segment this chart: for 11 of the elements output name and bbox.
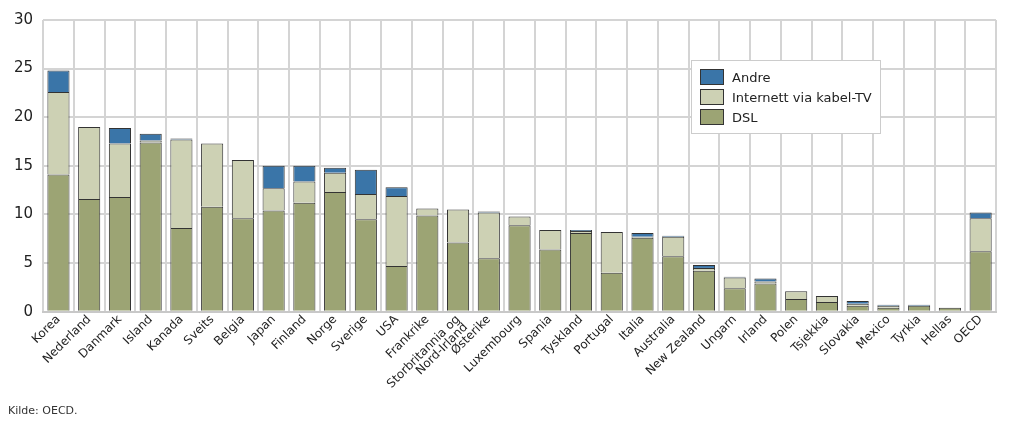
y-tick-label: 20 xyxy=(13,107,34,126)
legend-label: Andre xyxy=(732,69,771,85)
legend-label: Internett via kabel-TV xyxy=(732,89,872,105)
text: Kilde: OECD. xyxy=(8,404,78,417)
legend-label: DSL xyxy=(732,109,758,125)
y-tick-label: 30 xyxy=(13,9,34,28)
y-tick-label: 5 xyxy=(23,252,34,271)
y-tick-label: 10 xyxy=(13,204,34,223)
y-tick-label: 25 xyxy=(13,58,34,77)
y-tick-label: 0 xyxy=(23,301,34,320)
y-tick-label: 15 xyxy=(13,155,34,174)
